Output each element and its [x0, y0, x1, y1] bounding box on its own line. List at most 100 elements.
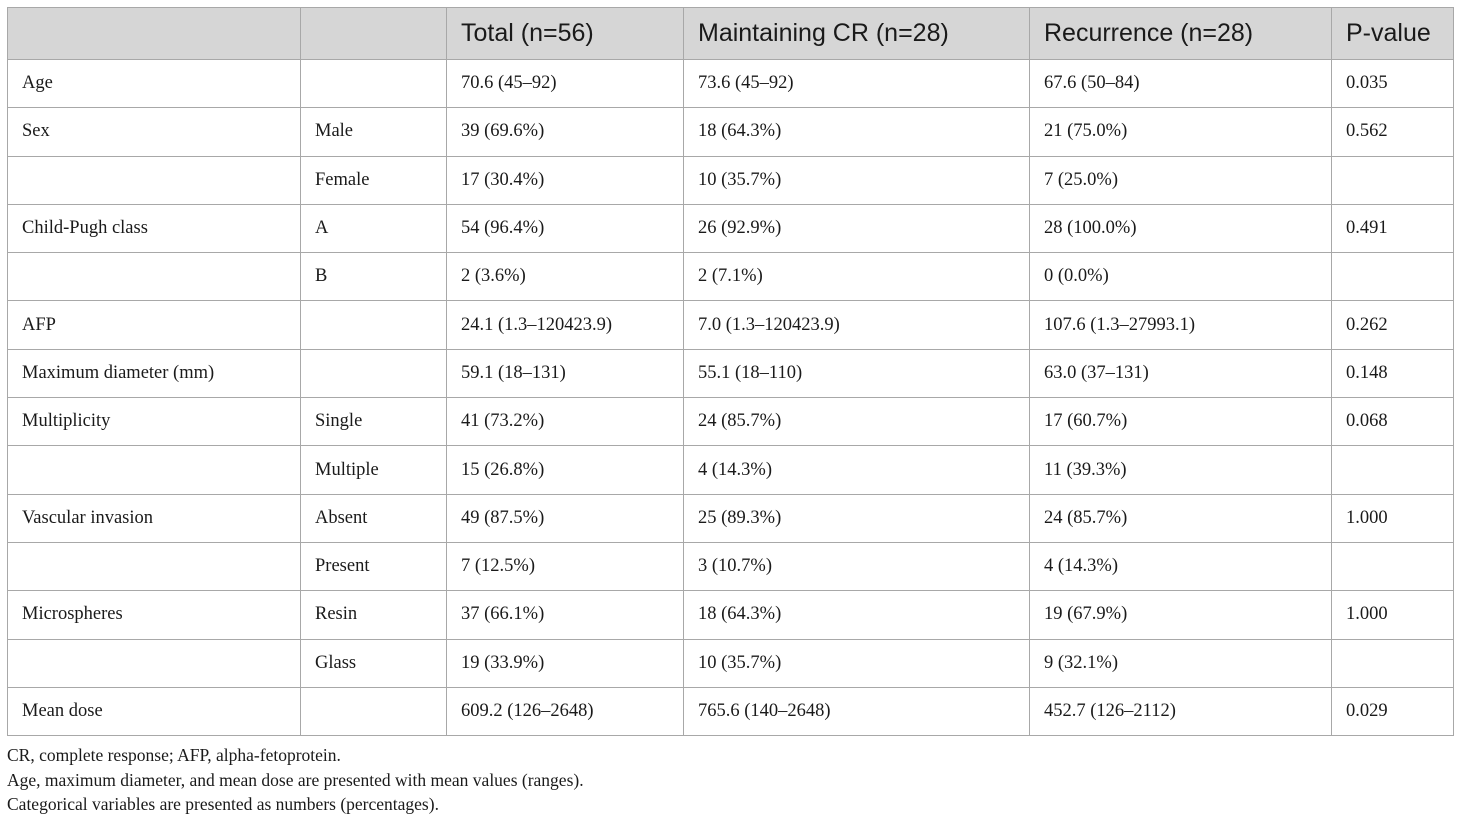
table-cell: 17 (60.7%) [1029, 397, 1332, 447]
table-cell: 25 (89.3%) [683, 493, 1030, 543]
table-cell: 18 (64.3%) [683, 590, 1030, 640]
table-cell: 41 (73.2%) [446, 397, 684, 447]
table-cell: 37 (66.1%) [446, 590, 684, 640]
table-row: Multiplicity Single 41 (73.2%) 24 (85.7%… [7, 397, 1454, 447]
table-cell: 9 (32.1%) [1029, 638, 1332, 688]
table-cell: 4 (14.3%) [683, 445, 1030, 495]
table-cell: 7 (12.5%) [446, 541, 684, 592]
table-cell: Microspheres [7, 590, 301, 640]
table-cell: 1.000 [1331, 590, 1454, 640]
table-cell: 17 (30.4%) [446, 155, 684, 205]
table-cell: 54 (96.4%) [446, 203, 684, 254]
table-cell: 452.7 (126–2112) [1029, 686, 1332, 737]
table-cell: Absent [300, 493, 447, 543]
table-cell: Male [300, 107, 447, 157]
table-cell: A [300, 203, 447, 254]
table-cell: 19 (33.9%) [446, 638, 684, 688]
table-row: Multiple 15 (26.8%) 4 (14.3%) 11 (39.3%) [7, 445, 1454, 495]
table-cell: Single [300, 397, 447, 447]
table-cell [300, 348, 447, 399]
table-cell [7, 541, 301, 592]
table-cell [7, 445, 301, 495]
table-cell: 0 (0.0%) [1029, 252, 1332, 302]
table-cell [300, 58, 447, 109]
table-cell: 7 (25.0%) [1029, 155, 1332, 205]
table-cell: 73.6 (45–92) [683, 58, 1030, 109]
table-cell: 0.148 [1331, 348, 1454, 399]
header-row: Total (n=56) Maintaining CR (n=28) Recur… [7, 7, 1454, 60]
table-row: Vascular invasion Absent 49 (87.5%) 25 (… [7, 493, 1454, 543]
table-cell: 24 (85.7%) [683, 397, 1030, 447]
table-cell: 15 (26.8%) [446, 445, 684, 495]
table-cell: Age [7, 58, 301, 109]
table-cell: 0.068 [1331, 397, 1454, 447]
table-cell: 28 (100.0%) [1029, 203, 1332, 254]
table-footnotes: CR, complete response; AFP, alpha-fetopr… [7, 743, 584, 817]
table-cell: Resin [300, 590, 447, 640]
table-cell: Maximum diameter (mm) [7, 348, 301, 399]
table-cell: 4 (14.3%) [1029, 541, 1332, 592]
table-cell: 0.262 [1331, 300, 1454, 350]
table-row: AFP 24.1 (1.3–120423.9) 7.0 (1.3–120423.… [7, 300, 1454, 350]
table-cell: 24 (85.7%) [1029, 493, 1332, 543]
table-cell: 63.0 (37–131) [1029, 348, 1332, 399]
table-cell: 0.562 [1331, 107, 1454, 157]
table-row: Sex Male 39 (69.6%) 18 (64.3%) 21 (75.0%… [7, 107, 1454, 157]
table-cell: 11 (39.3%) [1029, 445, 1332, 495]
header-cell-maintaining-cr: Maintaining CR (n=28) [683, 7, 1030, 60]
footnote-categorical: Categorical variables are presented as n… [7, 794, 439, 814]
table-cell: AFP [7, 300, 301, 350]
table-container: Total (n=56) Maintaining CR (n=28) Recur… [7, 7, 1454, 737]
table-cell: 0.035 [1331, 58, 1454, 109]
table-cell: 0.029 [1331, 686, 1454, 737]
table-cell: Mean dose [7, 686, 301, 737]
header-cell-p-value: P-value [1331, 7, 1454, 60]
table-row: Mean dose 609.2 (126–2648) 765.6 (140–26… [7, 686, 1454, 737]
table-cell: 3 (10.7%) [683, 541, 1030, 592]
table-row: Child-Pugh class A 54 (96.4%) 26 (92.9%)… [7, 203, 1454, 254]
table-cell: 59.1 (18–131) [446, 348, 684, 399]
table-header: Total (n=56) Maintaining CR (n=28) Recur… [7, 7, 1454, 60]
table-cell: 1.000 [1331, 493, 1454, 543]
table-cell: 2 (3.6%) [446, 252, 684, 302]
table-cell: 67.6 (50–84) [1029, 58, 1332, 109]
table-cell: 39 (69.6%) [446, 107, 684, 157]
data-table: Total (n=56) Maintaining CR (n=28) Recur… [7, 7, 1454, 737]
table-row: B 2 (3.6%) 2 (7.1%) 0 (0.0%) [7, 252, 1454, 302]
table-cell: 10 (35.7%) [683, 638, 1030, 688]
table-cell [300, 300, 447, 350]
table-cell: 2 (7.1%) [683, 252, 1030, 302]
table-row: Age 70.6 (45–92) 73.6 (45–92) 67.6 (50–8… [7, 58, 1454, 109]
table-cell: 49 (87.5%) [446, 493, 684, 543]
footnote-abbreviations: CR, complete response; AFP, alpha-fetopr… [7, 745, 341, 765]
table-cell: Vascular invasion [7, 493, 301, 543]
table-cell [7, 252, 301, 302]
table-cell [1331, 638, 1454, 688]
table-cell: 24.1 (1.3–120423.9) [446, 300, 684, 350]
table-cell: Female [300, 155, 447, 205]
header-cell-variable [7, 7, 301, 60]
header-cell-total: Total (n=56) [446, 7, 684, 60]
table-cell: 21 (75.0%) [1029, 107, 1332, 157]
table-cell: 26 (92.9%) [683, 203, 1030, 254]
table-cell: Multiplicity [7, 397, 301, 447]
table-cell: 19 (67.9%) [1029, 590, 1332, 640]
table-cell [7, 155, 301, 205]
table-cell: 765.6 (140–2648) [683, 686, 1030, 737]
table-row: Maximum diameter (mm) 59.1 (18–131) 55.1… [7, 348, 1454, 399]
table-row: Microspheres Resin 37 (66.1%) 18 (64.3%)… [7, 590, 1454, 640]
table-cell [1331, 541, 1454, 592]
table-cell [1331, 155, 1454, 205]
table-cell: Present [300, 541, 447, 592]
table-cell: 18 (64.3%) [683, 107, 1030, 157]
table-cell: 609.2 (126–2648) [446, 686, 684, 737]
table-cell: Multiple [300, 445, 447, 495]
table-cell [7, 638, 301, 688]
table-cell: 55.1 (18–110) [683, 348, 1030, 399]
header-cell-recurrence: Recurrence (n=28) [1029, 7, 1332, 60]
header-cell-category [300, 7, 447, 60]
footnote-mean-values: Age, maximum diameter, and mean dose are… [7, 769, 584, 790]
table-cell: Child-Pugh class [7, 203, 301, 254]
table-cell: 107.6 (1.3–27993.1) [1029, 300, 1332, 350]
table-cell: 70.6 (45–92) [446, 58, 684, 109]
